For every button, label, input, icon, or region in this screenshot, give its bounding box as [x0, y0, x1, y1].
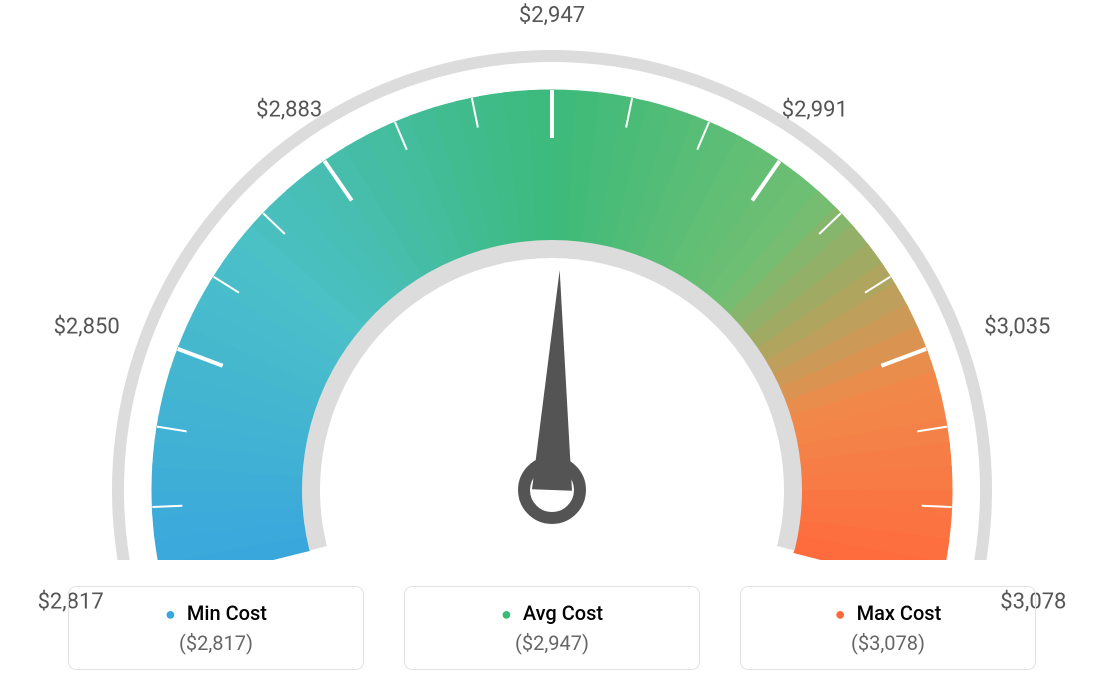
- legend-card-avg: ● Avg Cost ($2,947): [404, 586, 700, 670]
- gauge-area: $2,817$2,850$2,883$2,947$2,991$3,035$3,0…: [0, 0, 1104, 560]
- dot-icon: ●: [165, 604, 176, 625]
- tick-label: $2,947: [519, 3, 585, 28]
- legend-max-value: ($3,078): [741, 631, 1035, 655]
- legend-avg-title: ● Avg Cost: [405, 601, 699, 625]
- legend-min-title: ● Min Cost: [69, 601, 363, 625]
- legend-label: Max Cost: [857, 601, 942, 625]
- cost-gauge-chart: $2,817$2,850$2,883$2,947$2,991$3,035$3,0…: [0, 0, 1104, 690]
- tick-label: $2,883: [256, 98, 322, 123]
- legend-label: Avg Cost: [523, 601, 603, 625]
- legend-row: ● Min Cost ($2,817) ● Avg Cost ($2,947) …: [0, 586, 1104, 670]
- legend-card-min: ● Min Cost ($2,817): [68, 586, 364, 670]
- legend-avg-value: ($2,947): [405, 631, 699, 655]
- legend-min-value: ($2,817): [69, 631, 363, 655]
- tick-label: $2,991: [782, 98, 848, 123]
- tick-label: $2,850: [54, 314, 120, 339]
- gauge-svg: [0, 0, 1104, 560]
- tick-label: $3,035: [984, 314, 1050, 339]
- legend-label: Min Cost: [187, 601, 267, 625]
- legend-card-max: ● Max Cost ($3,078): [740, 586, 1036, 670]
- legend-max-title: ● Max Cost: [741, 601, 1035, 625]
- dot-icon: ●: [835, 604, 846, 625]
- dot-icon: ●: [501, 604, 512, 625]
